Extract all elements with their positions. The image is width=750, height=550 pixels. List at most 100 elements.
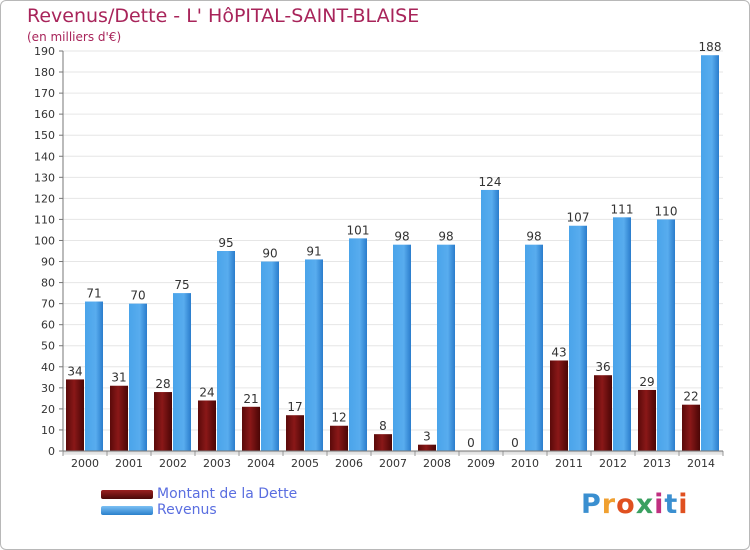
legend-swatch-revenue [101, 506, 153, 515]
x-tick-label: 2011 [555, 457, 583, 470]
y-tick-label: 110 [34, 213, 55, 226]
revenue-value-label: 107 [567, 211, 590, 225]
debt-value-label: 34 [67, 364, 82, 378]
revenue-bar [569, 225, 587, 451]
y-tick-label: 100 [34, 234, 55, 247]
y-tick-label: 190 [34, 45, 55, 58]
debt-bar [418, 444, 436, 451]
revenue-bar [437, 244, 455, 451]
debt-bar [154, 392, 172, 451]
y-tick-label: 20 [41, 403, 55, 416]
debt-value-label: 36 [595, 360, 610, 374]
y-tick-label: 130 [34, 171, 55, 184]
revenue-bar [85, 301, 103, 451]
debt-value-label: 0 [467, 436, 475, 450]
x-tick-label: 2000 [71, 457, 99, 470]
y-tick-label: 50 [41, 340, 55, 353]
chart-subtitle: (en milliers d'€) [27, 30, 122, 44]
x-tick-label: 2012 [599, 457, 627, 470]
x-tick-label: 2013 [643, 457, 671, 470]
proxiti-logo: Proxiti [581, 489, 689, 520]
x-tick-label: 2014 [687, 457, 715, 470]
debt-value-label: 3 [423, 430, 431, 444]
revenue-bar [481, 189, 499, 451]
x-tick-label: 2004 [247, 457, 275, 470]
y-tick-label: 140 [34, 150, 55, 163]
debt-bar [330, 425, 348, 451]
y-tick-label: 170 [34, 87, 55, 100]
revenue-value-label: 71 [86, 287, 101, 301]
y-tick-label: 40 [41, 361, 55, 374]
revenue-bar [349, 238, 367, 451]
revenue-bar [701, 55, 719, 452]
legend-swatch-debt [101, 490, 153, 499]
chart-title: Revenus/Dette - L' HôPITAL-SAINT-BLAISE [27, 5, 420, 27]
revenue-value-label: 95 [218, 236, 233, 250]
x-tick-label: 2003 [203, 457, 231, 470]
revenue-value-label: 111 [611, 202, 634, 216]
revenue-bar [613, 217, 631, 451]
revenue-value-label: 70 [130, 289, 145, 303]
revenue-bar [173, 293, 191, 451]
y-tick-label: 180 [34, 66, 55, 79]
revenue-value-label: 90 [262, 247, 277, 261]
revenue-bar [217, 251, 235, 451]
debt-value-label: 28 [155, 377, 170, 391]
revenue-bar [305, 259, 323, 451]
y-tick-label: 80 [41, 277, 55, 290]
debt-value-label: 22 [683, 390, 698, 404]
debt-bar [66, 379, 84, 451]
x-tick-label: 2006 [335, 457, 363, 470]
debt-value-label: 43 [551, 345, 566, 359]
debt-bar [594, 375, 612, 451]
revenue-value-label: 98 [526, 230, 541, 244]
x-tick-label: 2001 [115, 457, 143, 470]
y-tick-label: 60 [41, 319, 55, 332]
debt-bar [374, 434, 392, 451]
revenue-value-label: 124 [479, 175, 502, 189]
debt-bar [110, 385, 128, 451]
x-tick-label: 2008 [423, 457, 451, 470]
debt-bar [198, 400, 216, 451]
y-tick-label: 90 [41, 256, 55, 269]
revenue-bar [657, 219, 675, 451]
revenue-value-label: 110 [655, 204, 678, 218]
y-tick-label: 120 [34, 192, 55, 205]
y-tick-label: 150 [34, 129, 55, 142]
plot-floor [63, 451, 723, 455]
debt-bar [682, 404, 700, 451]
y-tick-label: 160 [34, 108, 55, 121]
x-tick-label: 2007 [379, 457, 407, 470]
revenue-value-label: 98 [394, 230, 409, 244]
x-tick-label: 2005 [291, 457, 319, 470]
y-tick-label: 0 [48, 445, 55, 458]
x-tick-label: 2010 [511, 457, 539, 470]
debt-value-label: 21 [243, 392, 258, 406]
revenue-value-label: 75 [174, 278, 189, 292]
revenue-bar [129, 303, 147, 451]
debt-bar [638, 389, 656, 451]
y-tick-label: 70 [41, 298, 55, 311]
debt-value-label: 8 [379, 419, 387, 433]
debt-bar [242, 406, 260, 451]
debt-bar [286, 415, 304, 451]
debt-bar [550, 360, 568, 451]
revenue-value-label: 91 [306, 244, 321, 258]
debt-value-label: 31 [111, 371, 126, 385]
revenue-value-label: 101 [347, 223, 370, 237]
revenue-bar [525, 244, 543, 451]
legend-label-debt: Montant de la Dette [157, 486, 298, 502]
y-tick-label: 10 [41, 424, 55, 437]
debt-value-label: 12 [331, 411, 346, 425]
revenue-bar [393, 244, 411, 451]
legend-label-revenue: Revenus [157, 502, 217, 518]
revenue-bar [261, 261, 279, 451]
debt-value-label: 17 [287, 400, 302, 414]
x-tick-label: 2009 [467, 457, 495, 470]
debt-value-label: 29 [639, 375, 654, 389]
y-tick-label: 30 [41, 382, 55, 395]
x-tick-label: 2002 [159, 457, 187, 470]
revenue-value-label: 98 [438, 230, 453, 244]
